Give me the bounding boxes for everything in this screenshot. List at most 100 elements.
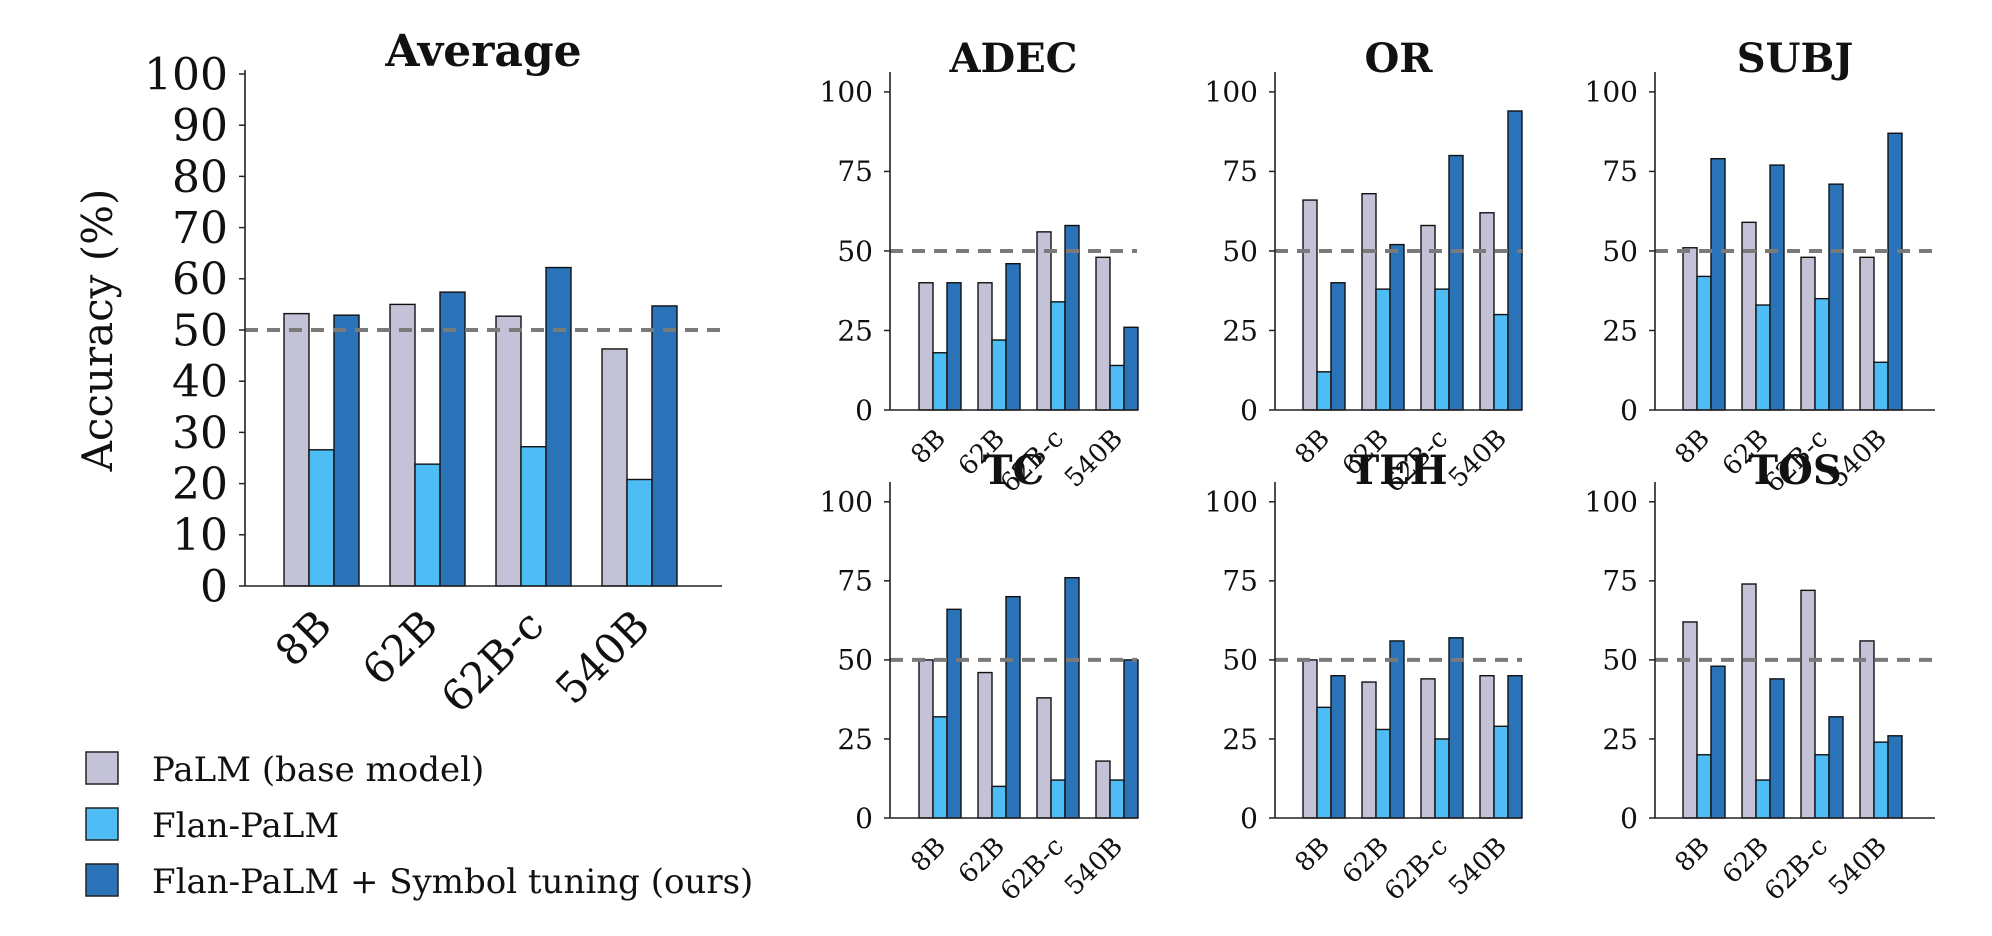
- x-tick-label: 8B: [906, 832, 952, 878]
- bar-palm-base-model: [283, 312, 310, 587]
- legend-item-palm: PaLM (base model): [85, 750, 484, 790]
- y-tick-label: 30: [172, 408, 228, 459]
- y-tick-label: 25: [837, 314, 873, 347]
- bar-flan-palm: [1434, 288, 1450, 411]
- x-tick-label: 8B: [1290, 832, 1336, 878]
- bar-flan-palm-symbol-tuning-ours: [1448, 637, 1464, 819]
- y-tick-label: 75: [1602, 565, 1638, 598]
- bar-flan-palm-symbol-tuning-ours: [1828, 183, 1844, 411]
- y-tick-label: 0: [1620, 394, 1638, 427]
- bar-flan-palm: [1493, 725, 1509, 819]
- bar-flan-palm: [932, 352, 948, 411]
- bar-flan-palm-symbol-tuning-ours: [1887, 735, 1903, 819]
- x-tick-label: 540B: [1059, 832, 1129, 902]
- bar-flan-palm: [626, 478, 653, 587]
- bar-palm-base-model: [1800, 589, 1816, 819]
- legend-swatch-flan-palm: [85, 807, 119, 841]
- bar-flan-palm-symbol-tuning-ours: [1064, 576, 1080, 819]
- bar-palm-base-model: [1302, 199, 1318, 411]
- y-tick-label: 80: [172, 152, 228, 203]
- bar-flan-palm-symbol-tuning-ours: [1330, 675, 1346, 819]
- y-tick-label: 50: [1222, 235, 1258, 268]
- y-tick-label: 100: [820, 76, 873, 109]
- y-tick-label: 50: [1222, 644, 1258, 677]
- bar-flan-palm: [1109, 364, 1125, 411]
- bar-flan-palm: [520, 446, 547, 587]
- panel-title: ADEC: [948, 35, 1077, 82]
- y-axis-label: Accuracy (%): [73, 189, 122, 473]
- bar-palm-base-model: [1859, 256, 1875, 411]
- bar-flan-palm: [1696, 754, 1712, 819]
- bar-flan-palm: [308, 449, 335, 587]
- bar-palm-base-model: [977, 282, 993, 411]
- y-tick-label: 75: [1602, 155, 1638, 188]
- y-tick-label: 0: [1620, 802, 1638, 835]
- bar-flan-palm-symbol-tuning-ours: [946, 608, 962, 819]
- bar-palm-base-model: [389, 303, 416, 587]
- bar-flan-palm: [1696, 275, 1712, 411]
- panel-title: TEH: [1349, 447, 1447, 494]
- x-tick-label: 62B-c: [1759, 832, 1834, 907]
- bar-flan-palm: [1375, 288, 1391, 411]
- y-tick-label: 100: [1585, 486, 1638, 519]
- x-tick-label: 62B-c: [1379, 832, 1454, 907]
- bar-flan-palm-symbol-tuning-ours: [1710, 665, 1726, 819]
- y-tick-label: 75: [837, 565, 873, 598]
- y-tick-label: 0: [855, 394, 873, 427]
- y-tick-label: 75: [837, 155, 873, 188]
- y-tick-label: 0: [1240, 394, 1258, 427]
- bar-flan-palm: [1050, 779, 1066, 819]
- bar-flan-palm-symbol-tuning-ours: [1769, 164, 1785, 411]
- y-tick-label: 75: [1222, 155, 1258, 188]
- bar-flan-palm-symbol-tuning-ours: [651, 305, 678, 587]
- bar-flan-palm-symbol-tuning-ours: [1330, 282, 1346, 411]
- bar-flan-palm-symbol-tuning-ours: [1507, 110, 1523, 411]
- bar-flan-palm: [1316, 706, 1332, 819]
- bar-palm-base-model: [1420, 678, 1436, 819]
- bar-flan-palm-symbol-tuning-ours: [439, 291, 466, 587]
- bar-flan-palm-symbol-tuning-ours: [1389, 640, 1405, 819]
- x-tick-label: 540B: [1823, 832, 1893, 902]
- y-tick-label: 50: [837, 644, 873, 677]
- panel-title: TOS: [1748, 447, 1842, 494]
- bar-flan-palm-symbol-tuning-ours: [1828, 716, 1844, 819]
- bar-flan-palm-symbol-tuning-ours: [1887, 132, 1903, 411]
- y-tick-label: 100: [1205, 486, 1258, 519]
- bar-flan-palm: [1814, 297, 1830, 411]
- y-tick-label: 25: [1222, 723, 1258, 756]
- x-tick-label: 8B: [1290, 424, 1336, 470]
- bar-palm-base-model: [1302, 659, 1318, 819]
- legend-swatch-palm: [85, 751, 119, 785]
- panel-title: Average: [384, 26, 581, 77]
- bar-palm-base-model: [977, 671, 993, 819]
- bar-palm-base-model: [1361, 192, 1377, 411]
- legend: PaLM (base model) Flan-PaLM Flan-PaLM + …: [85, 750, 753, 902]
- bar-flan-palm: [991, 339, 1007, 411]
- bar-flan-palm: [1493, 313, 1509, 411]
- panel-title: SUBJ: [1737, 35, 1854, 82]
- bar-palm-base-model: [1420, 224, 1436, 411]
- y-tick-label: 100: [820, 486, 873, 519]
- bar-palm-base-model: [1800, 256, 1816, 411]
- bar-flan-palm-symbol-tuning-ours: [1710, 158, 1726, 411]
- bar-flan-palm-symbol-tuning-ours: [1769, 678, 1785, 819]
- y-tick-label: 0: [1240, 802, 1258, 835]
- bar-palm-base-model: [1036, 697, 1052, 819]
- x-tick-label: 540B: [1443, 832, 1513, 902]
- y-tick-label: 20: [172, 459, 228, 510]
- y-tick-label: 100: [1585, 76, 1638, 109]
- y-tick-label: 40: [172, 357, 228, 408]
- bar-flan-palm: [1050, 301, 1066, 411]
- x-tick-label: 62B-c: [432, 600, 553, 721]
- bar-palm-base-model: [495, 315, 522, 587]
- x-tick-label: 8B: [1670, 424, 1716, 470]
- y-tick-label: 25: [1602, 723, 1638, 756]
- y-tick-label: 50: [837, 235, 873, 268]
